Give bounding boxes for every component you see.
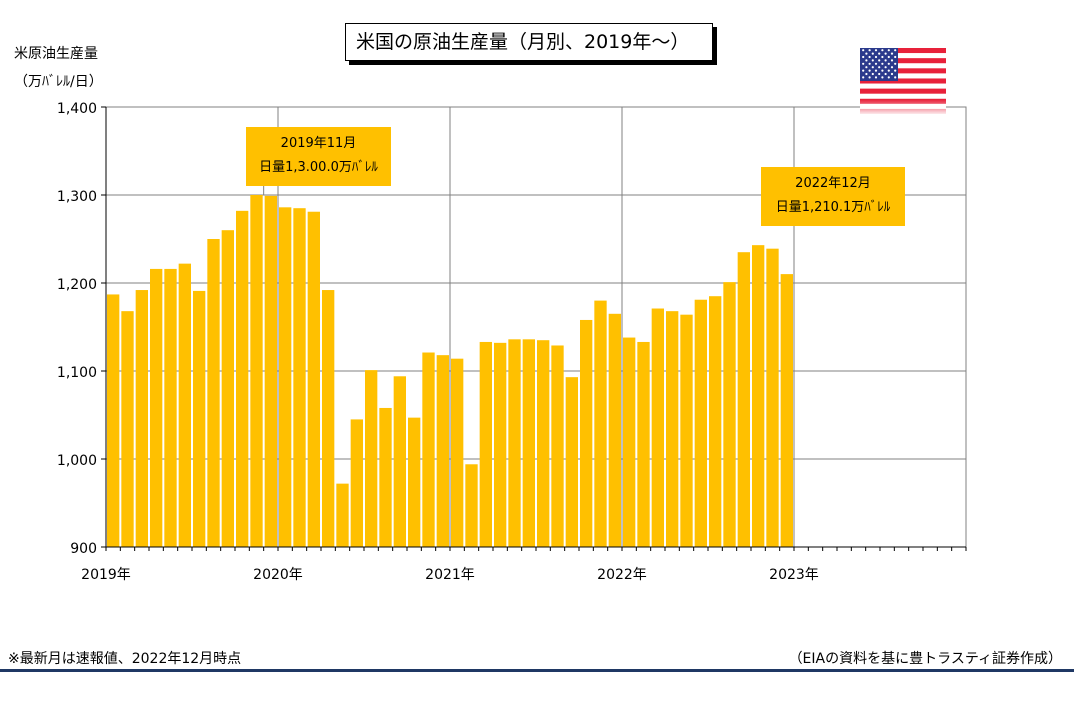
annotation-2019-11-date: 2019年11月 [280, 136, 357, 151]
bar-2020-11 [422, 352, 435, 547]
x-tick-label: 2020年 [253, 567, 303, 583]
bar-2021-11 [594, 300, 607, 547]
bar-2022-09 [737, 252, 750, 547]
bar-2022-04 [666, 311, 679, 547]
bar-2020-07 [365, 370, 378, 547]
x-tick-label: 2023年 [769, 567, 819, 583]
bar-2020-03 [307, 211, 320, 547]
y-axis-label: 米原油生産量 （万ﾊﾞﾚﾙ/日） [14, 40, 103, 96]
bar-2020-06 [350, 419, 363, 547]
annotation-2022-12: 2022年12月 日量1,210.1万ﾊﾞﾚﾙ [761, 167, 905, 226]
bar-2019-01 [107, 294, 120, 547]
bar-2021-09 [565, 377, 578, 547]
bar-2020-12 [436, 355, 449, 547]
bar-2021-07 [537, 340, 550, 547]
y-tick-label: 1,300 [57, 189, 97, 205]
bar-2019-04 [150, 268, 163, 547]
bar-2019-09 [221, 230, 234, 547]
y-tick-label: 900 [70, 541, 97, 557]
bar-2022-01 [623, 337, 636, 547]
bar-2019-08 [207, 239, 220, 547]
bar-2019-02 [121, 311, 134, 547]
y-tick-label: 1,000 [57, 453, 97, 469]
chart-title: 米国の原油生産量（月別、2019年～） [345, 23, 713, 61]
bar-2019-05 [164, 268, 177, 547]
bar-2020-10 [408, 417, 421, 547]
bar-2021-04 [494, 342, 507, 547]
bar-2021-03 [479, 341, 492, 547]
y-tick-label: 1,400 [57, 101, 97, 117]
x-tick-label: 2022年 [597, 567, 647, 583]
bar-2020-02 [293, 208, 306, 547]
bar-2019-03 [135, 290, 148, 547]
bar-2021-12 [608, 313, 621, 547]
bar-2021-10 [580, 319, 593, 547]
bar-2019-12 [264, 195, 277, 547]
bar-2022-03 [651, 308, 664, 547]
bar-2020-08 [379, 407, 392, 547]
bar-2019-11 [250, 195, 263, 547]
bar-2020-04 [322, 290, 335, 547]
bar-2021-08 [551, 345, 564, 547]
bar-2020-01 [279, 207, 292, 547]
footnote-left: ※最新月は速報値、2022年12月時点 [8, 651, 242, 667]
bar-2019-07 [193, 290, 206, 547]
annotation-2019-11-value: 日量1,3.00.0万ﾊﾞﾚﾙ [259, 160, 378, 175]
y-axis-label-line2: （万ﾊﾞﾚﾙ/日） [14, 74, 103, 90]
bar-2022-02 [637, 341, 650, 547]
bar-2022-07 [709, 296, 722, 547]
bar-2022-08 [723, 282, 736, 547]
bar-2022-11 [766, 248, 779, 547]
x-tick-label: 2021年 [425, 567, 475, 583]
bar-2021-05 [508, 339, 521, 547]
footnote-source: （EIAの資料を基に豊トラスティ証券作成） [788, 651, 1062, 667]
bar-2022-06 [694, 299, 707, 547]
bar-2021-02 [465, 464, 478, 547]
y-tick-label: 1,100 [57, 365, 97, 381]
annotation-2019-11: 2019年11月 日量1,3.00.0万ﾊﾞﾚﾙ [246, 127, 391, 186]
bar-2021-01 [451, 358, 464, 547]
annotation-2022-12-date: 2022年12月 [795, 176, 871, 191]
bar-2022-12 [780, 274, 793, 547]
y-tick-label: 1,200 [57, 277, 97, 293]
us-flag-icon [860, 48, 946, 114]
bar-2019-06 [178, 263, 191, 547]
bar-2020-05 [336, 483, 349, 547]
bar-2021-06 [522, 339, 535, 547]
bar-2022-10 [752, 245, 765, 547]
bottom-rule [0, 669, 1074, 672]
y-axis-label-line1: 米原油生産量 [14, 46, 98, 62]
x-tick-label: 2019年 [81, 567, 131, 583]
bar-2019-10 [236, 210, 249, 547]
bar-2020-09 [393, 376, 406, 547]
annotation-2022-12-value: 日量1,210.1万ﾊﾞﾚﾙ [775, 200, 891, 215]
bar-2022-05 [680, 314, 693, 547]
